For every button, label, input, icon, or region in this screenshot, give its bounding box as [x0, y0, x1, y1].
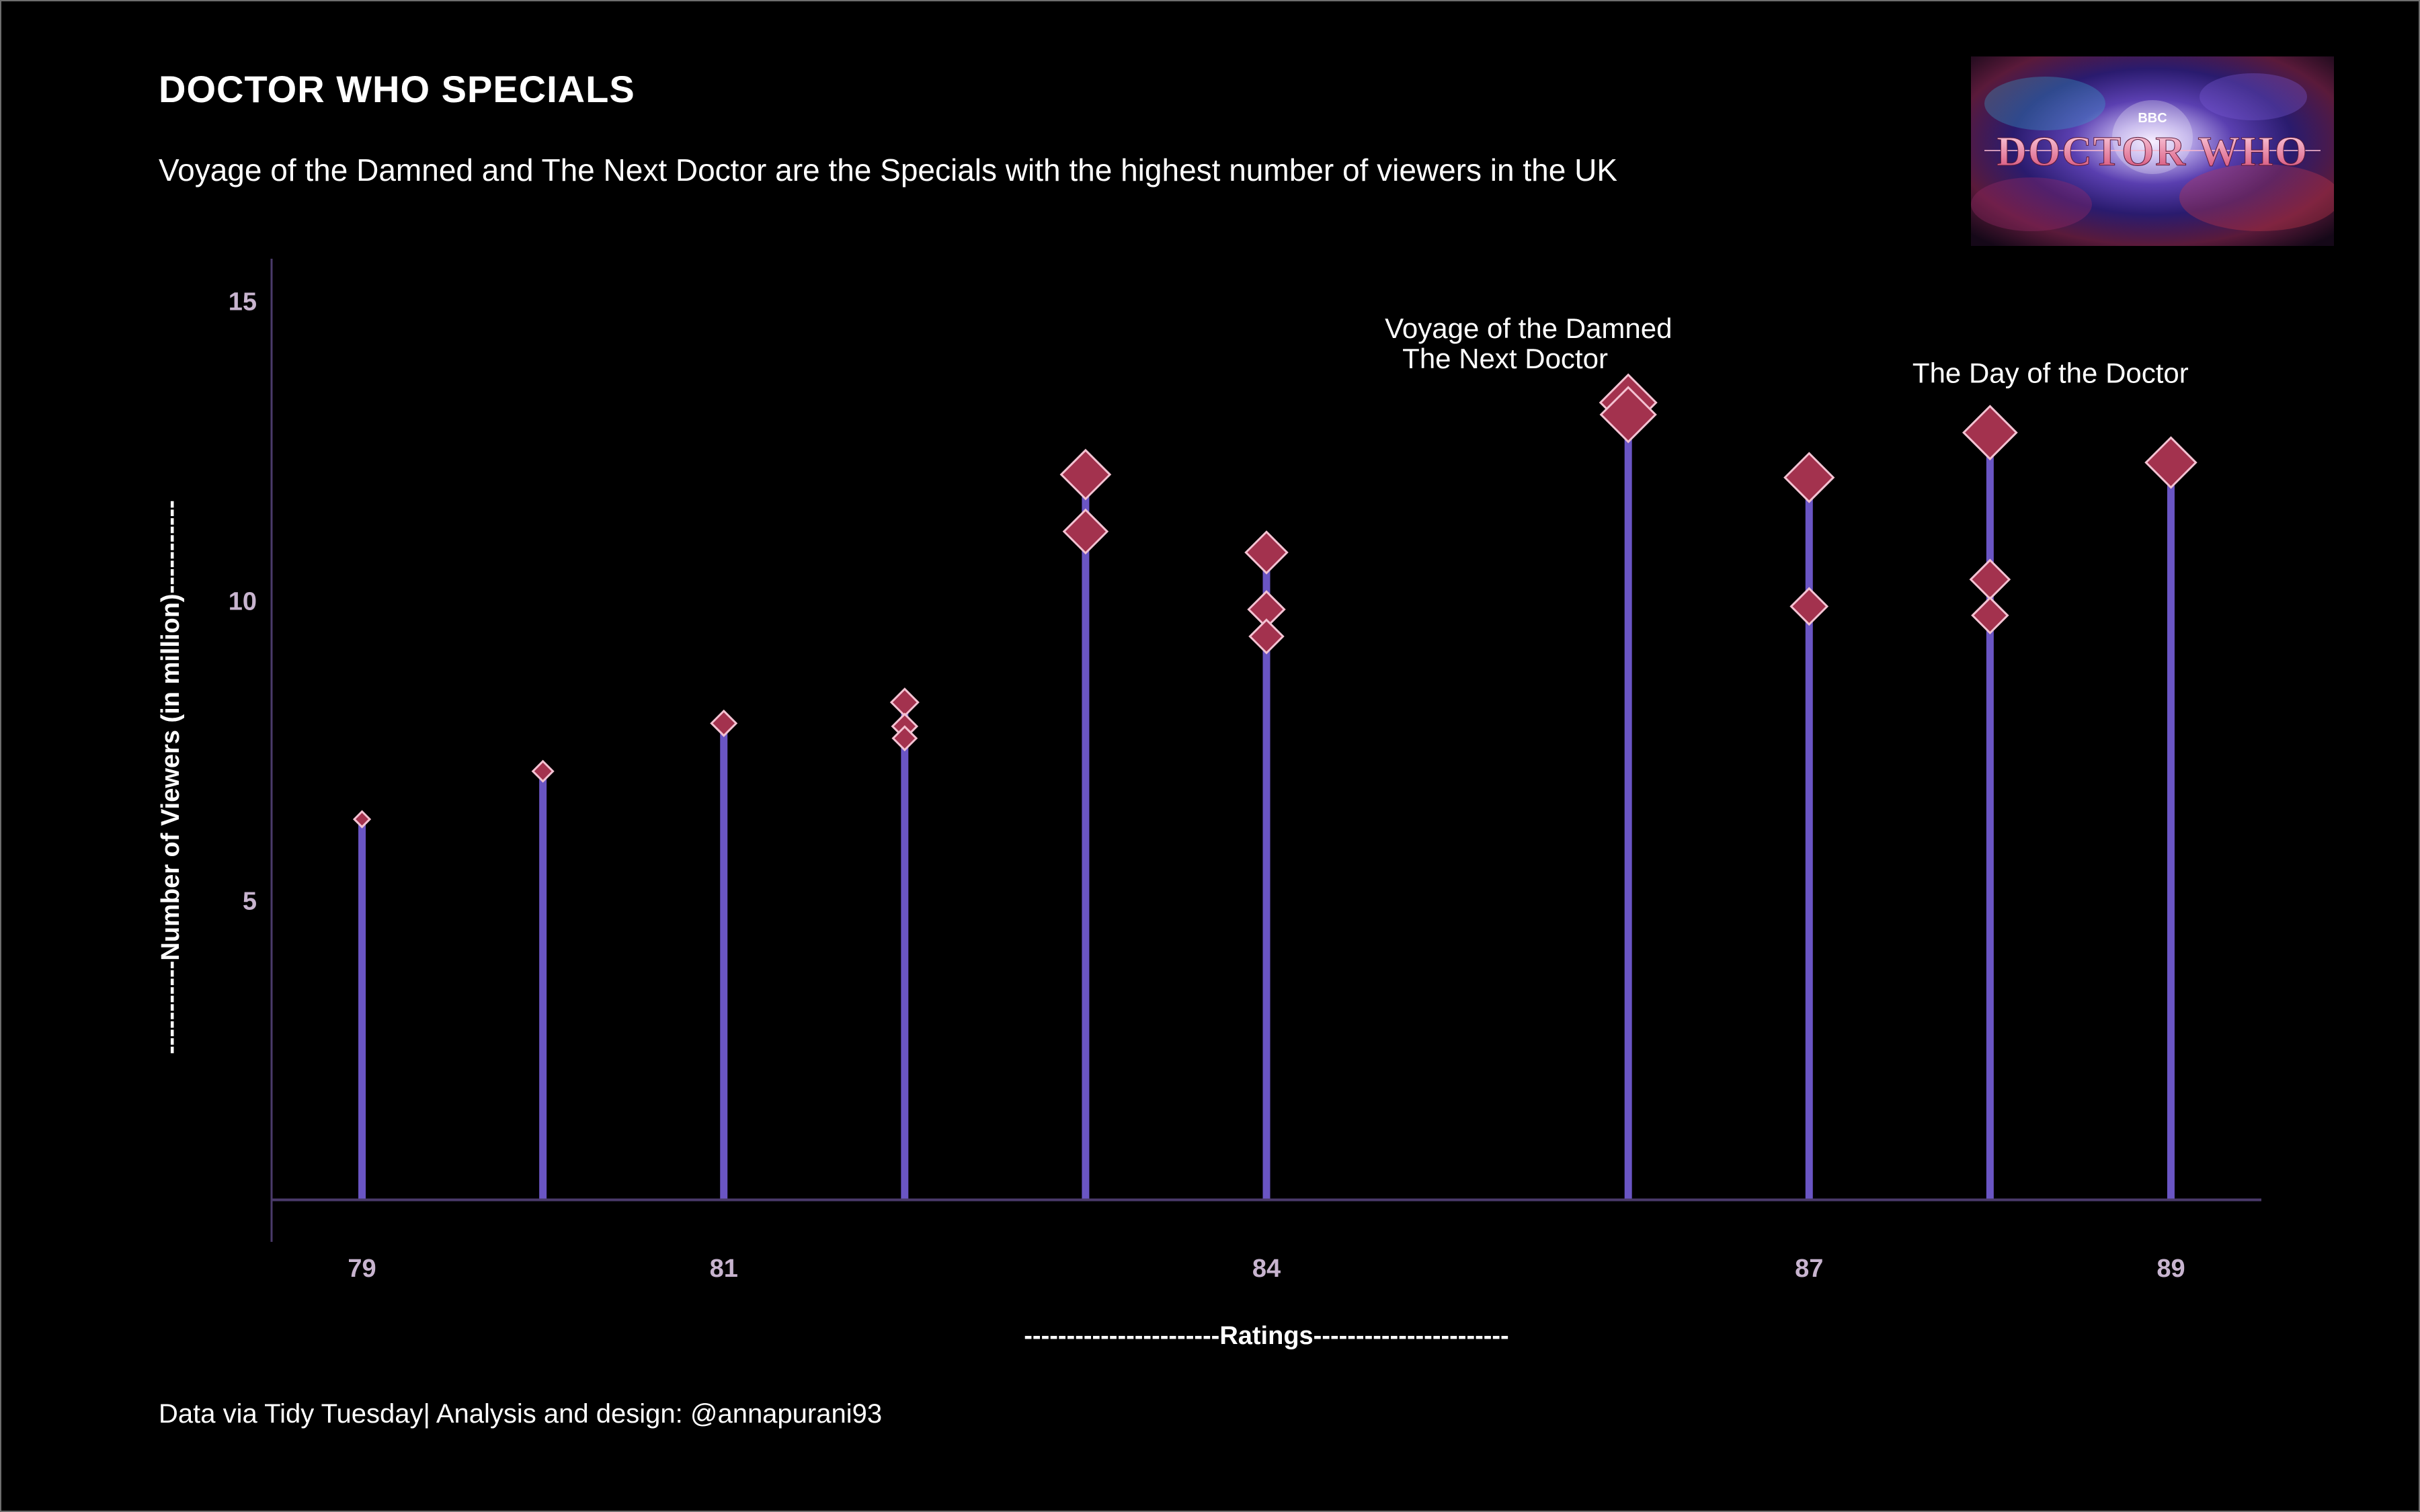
x-tick-label: 79	[348, 1255, 376, 1283]
annotation: The Day of the Doctor	[1912, 358, 2189, 389]
logo-brand: BBC	[2138, 111, 2167, 126]
y-tick-labels: 5 10 15	[229, 288, 257, 915]
data-point	[1971, 596, 2009, 635]
chart-subtitle: Voyage of the Damned and The Next Doctor…	[159, 153, 1618, 187]
data-point	[889, 687, 920, 718]
x-tick-label: 81	[710, 1255, 738, 1283]
annotation-line: The Next Doctor	[1402, 343, 1608, 374]
data-point	[531, 759, 555, 783]
data-point	[1062, 508, 1109, 555]
x-tick-label: 84	[1252, 1255, 1281, 1283]
chart-title: DOCTOR WHO SPECIALS	[159, 68, 635, 110]
data-point	[1783, 452, 1835, 503]
data-point	[1969, 558, 2011, 601]
stems-layer	[358, 403, 2175, 1200]
y-tick-label: 5	[243, 888, 257, 916]
data-point	[891, 725, 918, 752]
y-tick-label: 15	[229, 288, 257, 316]
points-layer	[352, 373, 2197, 829]
data-point	[710, 709, 738, 737]
x-tick-label: 87	[1795, 1255, 1823, 1283]
doctor-who-logo: DOCTOR WHO BBC	[1971, 56, 2334, 246]
data-point	[1599, 386, 1657, 444]
y-axis-title: -----------Number of Viewers (in million…	[157, 500, 185, 1054]
data-point	[1248, 618, 1285, 655]
x-tick-labels: 79 81 84 87 89	[348, 1255, 2185, 1283]
data-point	[1244, 530, 1289, 575]
data-point	[1059, 448, 1112, 501]
x-tick-label: 89	[2156, 1255, 2185, 1283]
y-tick-label: 10	[229, 587, 257, 616]
data-point	[1962, 405, 2018, 461]
data-point	[2144, 436, 2197, 489]
annotation-line: The Day of the Doctor	[1912, 358, 2189, 389]
chart-caption: Data via Tidy Tuesday| Analysis and desi…	[159, 1399, 883, 1429]
logo-wordmark: DOCTOR WHO	[1997, 129, 2308, 175]
data-point	[352, 810, 372, 829]
annotation-line: Voyage of the Damned	[1385, 312, 1672, 344]
x-axis-title: -----------------------Ratings----------…	[1024, 1322, 1508, 1350]
data-point	[1789, 587, 1829, 626]
